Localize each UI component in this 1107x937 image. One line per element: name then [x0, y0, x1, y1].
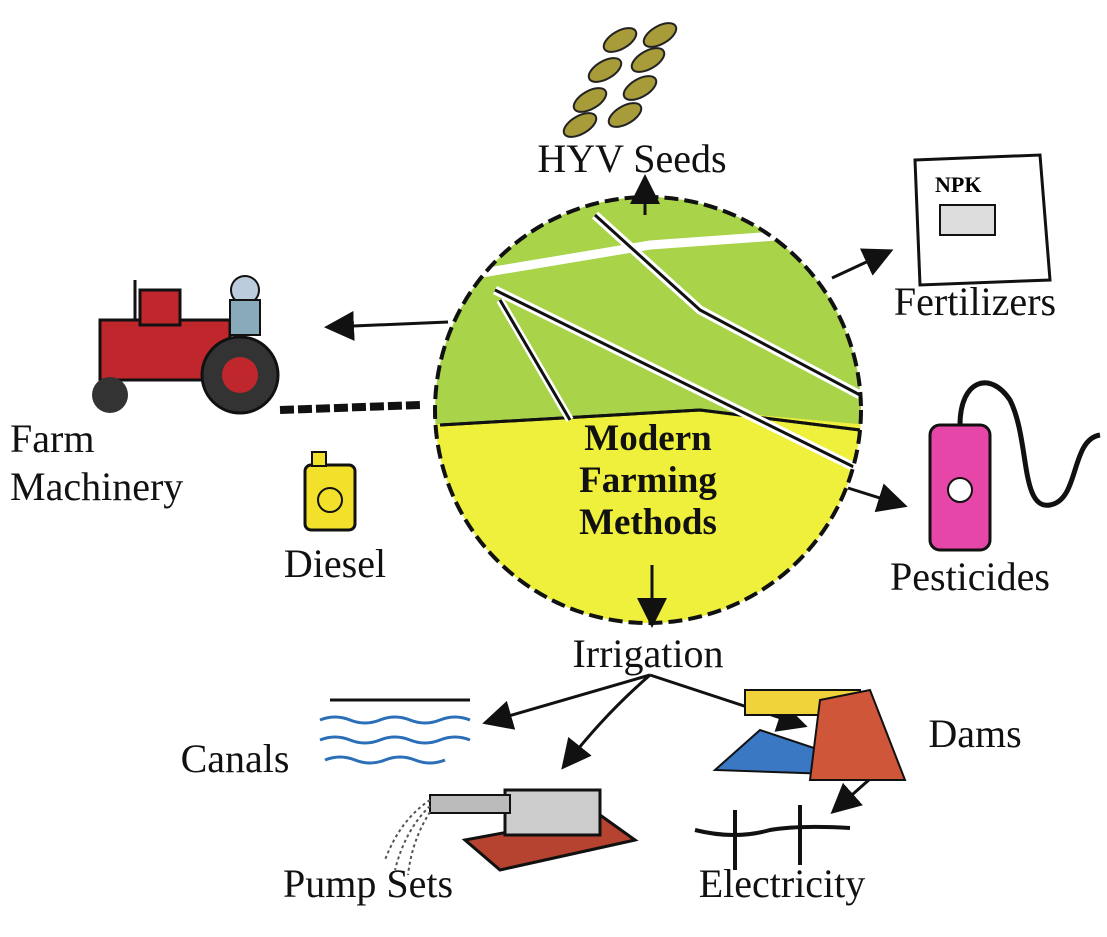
node-label: Irrigation [572, 631, 723, 676]
node-label: HYV Seeds [537, 136, 726, 181]
seeds-icon [560, 18, 680, 142]
center-label: Farming [579, 460, 717, 501]
pesticide-can [930, 383, 1100, 550]
center-label: Modern [584, 418, 712, 459]
node-label: Machinery [10, 464, 183, 509]
node-label: Electricity [699, 861, 866, 906]
node-label: Dams [928, 711, 1021, 756]
bag-text: NPK [935, 172, 981, 197]
canal-icon [320, 700, 470, 763]
dam-icon [715, 690, 905, 780]
tractor-icon [92, 276, 420, 413]
center-label: Methods [579, 502, 717, 543]
diagram: Modern Farming Methods HYV Seeds NPK Fer… [0, 0, 1107, 937]
node-label: Farm [10, 416, 94, 461]
node-label: Pump Sets [283, 861, 453, 906]
node-label: Canals [181, 736, 290, 781]
node-label: Pesticides [890, 554, 1050, 599]
diesel-can [305, 452, 355, 530]
node-label: Fertilizers [894, 279, 1056, 324]
node-label: Diesel [284, 541, 386, 586]
